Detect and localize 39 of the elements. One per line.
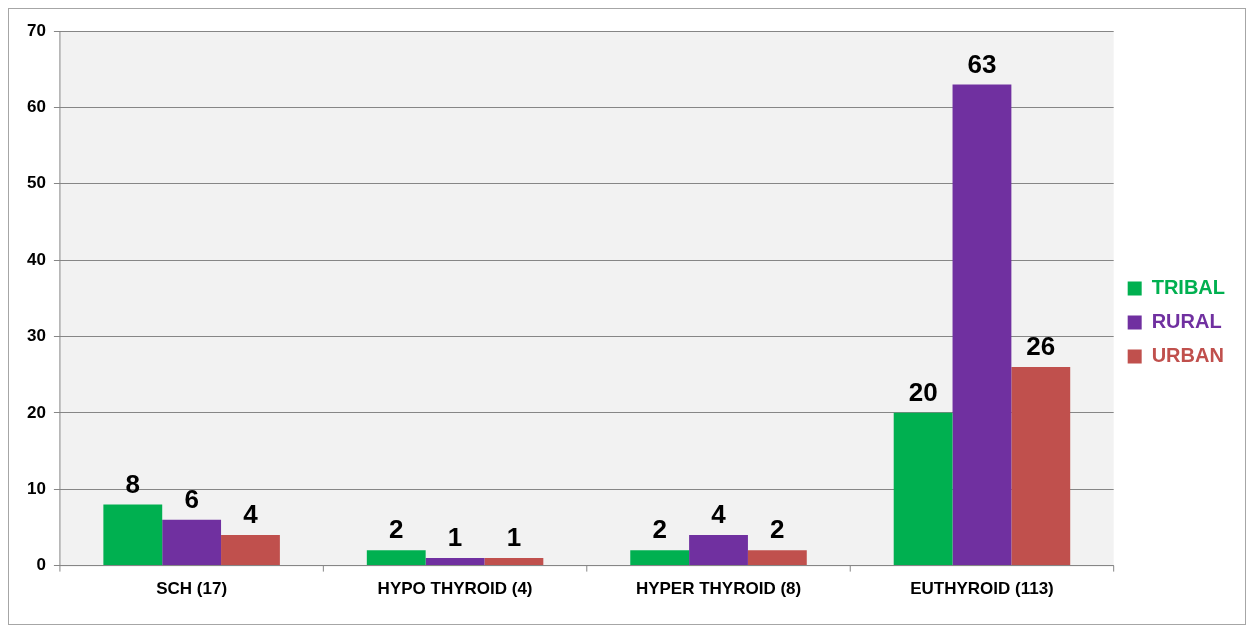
bar (425, 557, 485, 566)
data-label: 1 (447, 522, 463, 553)
data-label: 2 (652, 514, 667, 545)
y-tick-label: 40 (26, 249, 46, 269)
data-label: 2 (770, 514, 785, 545)
y-tick-label: 0 (36, 555, 46, 575)
bar (952, 84, 1012, 566)
data-label: 4 (243, 499, 259, 530)
x-tick-label: EUTHYROID (113) (910, 579, 1054, 599)
data-label: 8 (125, 468, 141, 499)
y-tick-label: 70 (26, 20, 46, 40)
bar (689, 535, 748, 566)
data-label: 26 (1026, 331, 1056, 362)
y-tick-label: 50 (26, 173, 46, 193)
data-label: 6 (184, 483, 199, 514)
bar (1011, 367, 1071, 566)
data-label: 4 (711, 499, 727, 530)
x-tick-label: SCH (17) (156, 579, 228, 599)
y-tick-label: 20 (26, 402, 46, 422)
bar (221, 535, 280, 566)
bar (484, 557, 544, 566)
data-label: 20 (908, 377, 938, 408)
bar (893, 412, 953, 566)
data-label: 2 (389, 514, 404, 545)
legend-label: URBAN (1151, 344, 1224, 367)
bar (366, 550, 426, 566)
legend-label: RURAL (1151, 310, 1222, 333)
bar (162, 519, 222, 566)
bar (630, 550, 690, 566)
x-tick-label: HYPER THYROID (8) (635, 579, 802, 599)
data-label: 1 (506, 522, 522, 553)
y-tick-label: 10 (26, 478, 46, 498)
legend-label: TRIBAL (1151, 276, 1226, 299)
data-label: 63 (967, 48, 997, 79)
bar (747, 550, 807, 566)
y-tick-label: 60 (26, 97, 46, 117)
y-tick-label: 30 (26, 326, 46, 346)
bar (103, 504, 163, 566)
x-tick-label: HYPO THYROID (4) (377, 579, 533, 599)
